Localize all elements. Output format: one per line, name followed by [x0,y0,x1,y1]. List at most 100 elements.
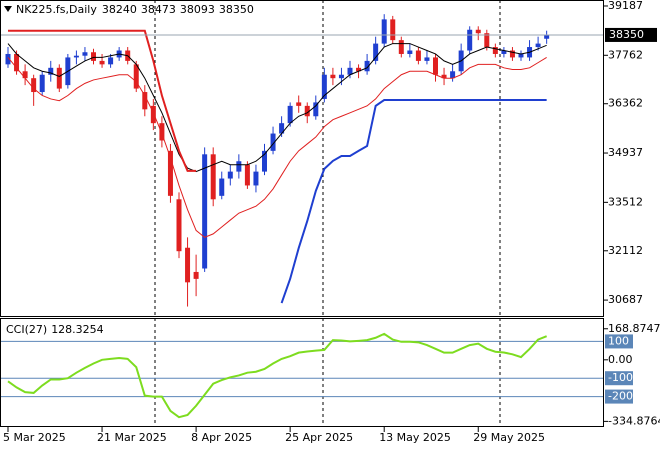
level-label: -200 [608,390,633,403]
candle-body [287,105,293,124]
x-tick-label: 29 May 2025 [473,431,545,444]
overlay-line [8,29,197,172]
candle-body [415,50,421,61]
candle-body [48,67,54,75]
candle-body [450,71,456,79]
candle-body [210,154,216,200]
candle-body [509,50,515,58]
candle-body [398,40,404,54]
cci-line [7,332,548,419]
candle-body [236,161,242,172]
y-tick-label: 37762 [608,48,643,61]
candle-body [73,55,79,58]
candle-body [82,52,88,56]
cci-title: CCI(27) 128.3254 [6,323,104,336]
level-label-bg [605,371,633,386]
y-tick-label: 30687 [608,293,643,306]
x-tick-label: 21 Mar 2025 [97,431,167,444]
candle-body [176,199,182,252]
level-label: -100 [608,371,633,384]
candle-body [99,60,105,65]
candle-body [484,33,490,48]
candle-body [304,105,310,117]
candle-body [167,150,173,196]
candle-body [91,52,96,61]
price-label-bg [605,27,657,42]
y-tick-label: 33512 [608,195,643,208]
candle-body [133,64,139,89]
candle-body [381,19,387,44]
y-tick-label: 32112 [608,244,643,257]
y-tick-label: 36362 [608,97,643,110]
candle-body [202,154,208,269]
candle-body [56,67,62,89]
x-tick-label: 5 Mar 2025 [3,431,66,444]
candle-body [518,53,524,58]
candle-body [150,105,156,124]
candle-body [373,43,379,61]
x-tick-label: 13 May 2025 [379,431,451,444]
level-label: 100 [608,334,629,347]
candle-body [244,164,250,186]
candle-body [279,123,285,134]
candle-body [296,102,302,106]
candle-body [14,53,20,72]
symbol: NK225.fs,Daily [16,3,97,16]
candle-body [159,123,165,141]
candle-body [544,34,550,39]
overlay-line [7,57,547,238]
cci-name: CCI(27) [6,323,47,336]
candle-body [407,50,413,54]
candle-body [227,171,233,179]
candle-body [5,53,11,65]
candle-body [262,150,267,172]
y-tick-label: 0.00 [608,353,633,366]
y-tick-label: 34937 [608,146,643,159]
candle-body [338,74,344,79]
high: 38473 [141,3,176,16]
period-separators [154,0,501,427]
candle-body [424,57,430,61]
y-tick-label: 168.8747 [608,322,660,335]
candle-body [193,271,199,279]
open: 38240 [102,3,137,16]
chart-title: NK225.fs,Daily 38240 38473 38093 38350 [16,3,254,16]
cci-frame [0,318,604,427]
y-tick-label: -334.8764 [608,414,660,427]
close: 38350 [219,3,254,16]
candle-body [31,78,37,93]
level-label-bg [605,389,633,404]
candle-body [330,74,336,79]
candle-body [390,19,396,41]
candle-body [356,67,362,72]
candle-body [441,74,447,79]
candle-body [253,171,259,186]
candle-body [142,92,148,110]
candle-body [22,71,28,79]
candle-body [313,102,319,117]
candle-body [364,60,370,72]
candle-body [467,29,473,51]
price-label: 38350 [609,28,644,41]
candle-body [433,57,438,75]
x-tick-label: 8 Apr 2025 [191,431,252,444]
candle-body [219,178,225,196]
candle-body [185,247,191,283]
candle-body [501,50,507,54]
candle-body [535,43,541,48]
candle-body [108,57,114,65]
cci-value: 128.3254 [51,323,104,336]
x-tick-label: 25 Apr 2025 [285,431,353,444]
candle-body [39,74,45,93]
main-frame [0,0,604,317]
overlay-line [7,43,547,173]
candle-body [347,67,353,75]
candle-body [270,133,276,151]
candle-body [321,74,327,99]
marks [1,14,604,419]
overlay-line [280,98,547,304]
collapse-icon [4,6,12,12]
